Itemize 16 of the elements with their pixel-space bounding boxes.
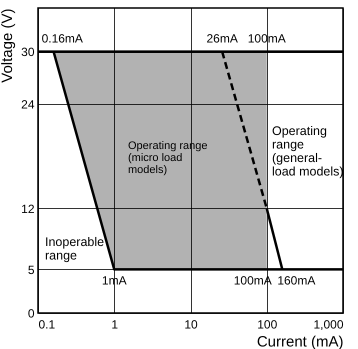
y-axis-title: Voltage (V) <box>0 8 16 83</box>
annotation: Inoperable range <box>45 235 104 262</box>
annotation: Operating range (general- load models) <box>272 124 344 178</box>
annotation: 26mA <box>206 32 238 46</box>
y-tick-label: 24 <box>21 97 35 112</box>
x-tick-label: 0.1 <box>38 318 56 332</box>
x-tick-label: 1,000 <box>313 318 344 332</box>
y-tick-label: 5 <box>28 262 35 277</box>
x-tick-label: 100 <box>257 318 278 332</box>
x-tick-label: 10 <box>184 318 198 332</box>
annotation: 0.16mA <box>42 32 83 46</box>
x-tick-label: 1 <box>111 318 118 332</box>
y-tick-label: 0 <box>28 306 35 320</box>
y-tick-label: 12 <box>21 202 35 216</box>
annotation: 160mA <box>277 273 316 288</box>
y-tick-label: 30 <box>21 45 35 60</box>
